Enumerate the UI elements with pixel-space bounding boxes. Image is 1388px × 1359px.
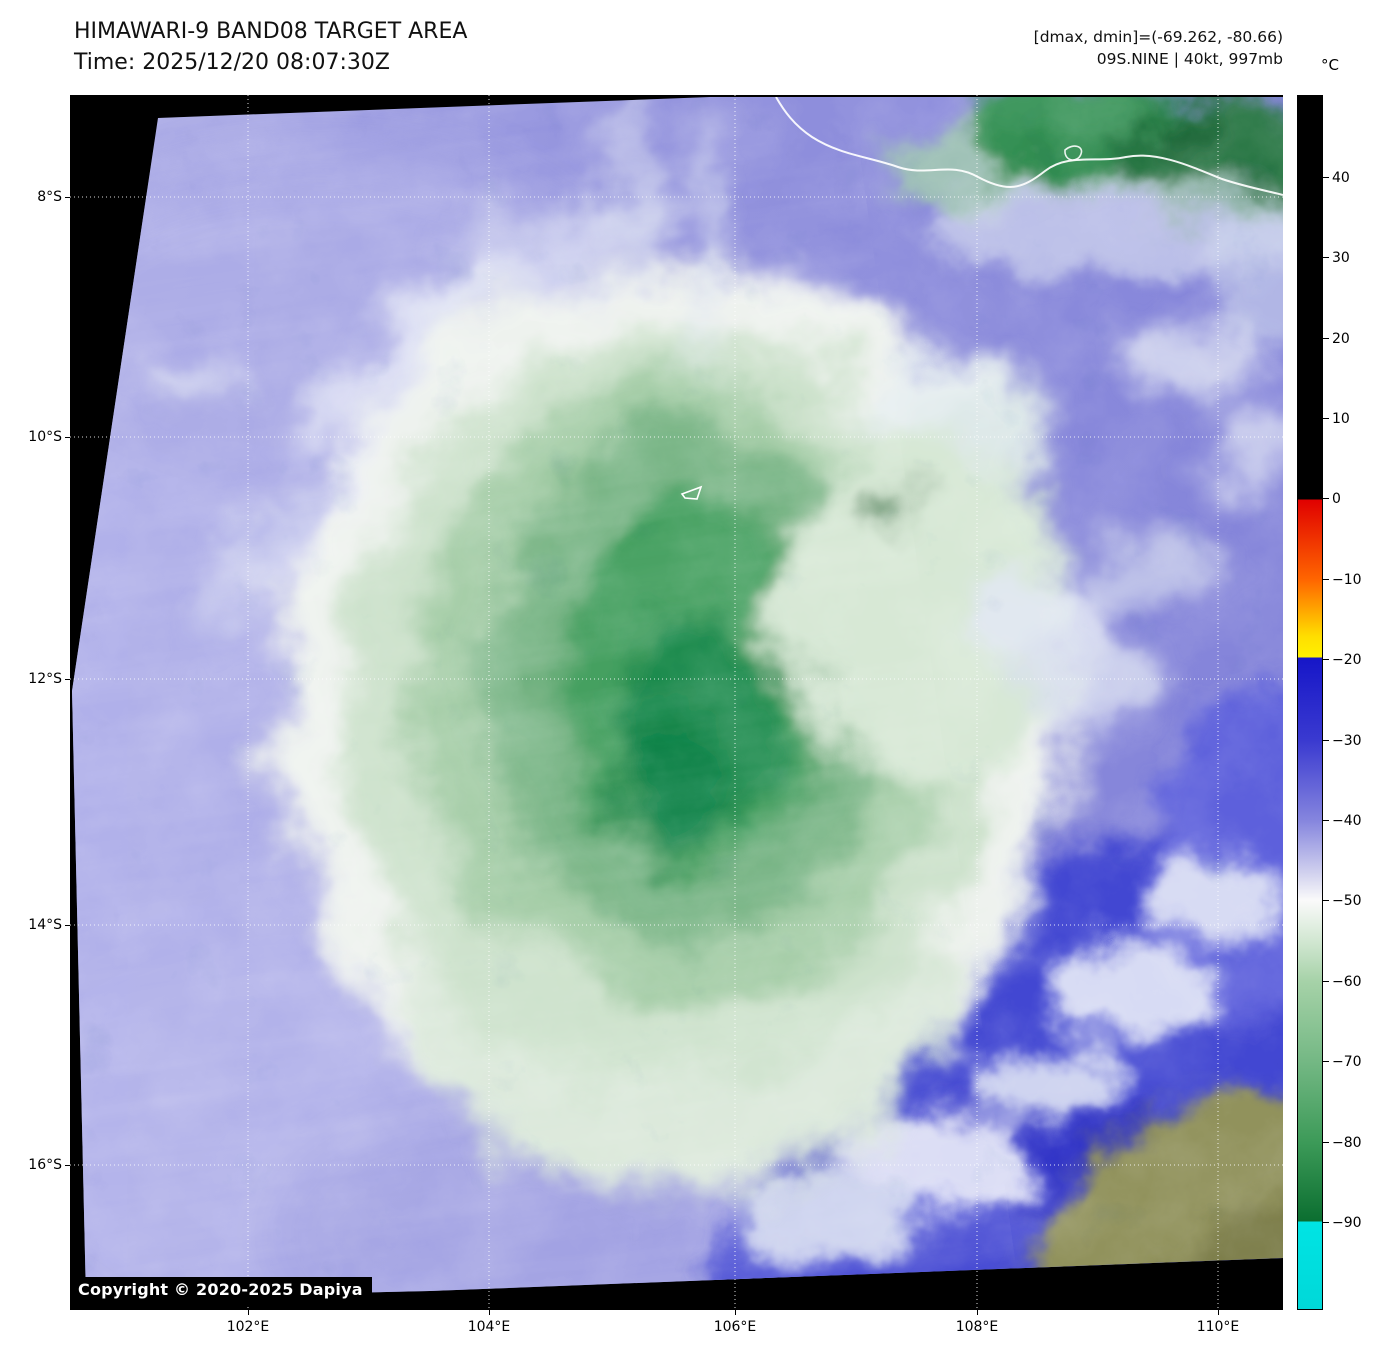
header-right: [dmax, dmin]=(-69.262, -80.66) 09S.NINE … [1034,26,1283,70]
storm-readout: 09S.NINE | 40kt, 997mb [1096,50,1283,68]
lon-tick-label: 108°E [942,1310,1012,1336]
colorbar-tick-label: −10 [1323,572,1362,588]
colorbar-tick-label: −30 [1323,733,1362,749]
coastline-islet [1064,145,1083,161]
shadow-grain-texture [72,97,1283,1299]
satellite-image [70,95,1283,1310]
lat-tick-label: 16°S [0,1156,70,1174]
colorbar: 40 30 20 10 0 −10 −20 −30 −40 −50 −60 −7… [1297,95,1388,1310]
header-left: HIMAWARI-9 BAND08 TARGET AREA Time: 2025… [74,16,467,78]
colorbar-tick-label: 0 [1323,491,1341,507]
colorbar-tick-label: −80 [1323,1135,1362,1151]
lon-axis: 102°E 104°E 106°E 108°E 110°E [70,1310,1283,1344]
colorbar-unit-label: °C [1321,56,1339,74]
colorbar-tick-label: 10 [1323,411,1350,427]
colorbar-tick-label: −90 [1323,1215,1362,1231]
satellite-map: Copyright © 2020-2025 Dapiya [70,95,1283,1310]
satellite-swath [72,97,1283,1299]
colorbar-tick-label: −50 [1323,893,1362,909]
lat-tick-label: 12°S [0,670,70,688]
latlon-grid [70,95,1283,1310]
lat-axis: 8°S 10°S 12°S 14°S 16°S [0,95,70,1310]
colorbar-gradient [1297,95,1323,1310]
lat-tick-label: 14°S [0,916,70,934]
storm-center-icon [680,485,703,500]
dmax-dmin-readout: [dmax, dmin]=(-69.262, -80.66) [1033,28,1283,46]
colorbar-tick-label: 20 [1323,331,1350,347]
colorbar-tick-label: 40 [1323,170,1350,186]
colorbar-tick-label: −40 [1323,813,1362,829]
lon-tick-label: 102°E [213,1310,283,1336]
plot-timestamp: Time: 2025/12/20 08:07:30Z [74,50,390,75]
colorbar-tick-label: 30 [1323,250,1350,266]
colorbar-tick-label: −70 [1323,1054,1362,1070]
lon-tick-label: 110°E [1183,1310,1253,1336]
colorbar-tick-label: −20 [1323,652,1362,668]
lon-tick-label: 106°E [700,1310,770,1336]
java-coastline [775,97,1283,196]
lon-tick-label: 104°E [454,1310,524,1336]
lat-tick-label: 10°S [0,428,70,446]
colorbar-tick-label: −60 [1323,974,1362,990]
copyright-label: Copyright © 2020-2025 Dapiya [71,1277,372,1304]
plot-title: HIMAWARI-9 BAND08 TARGET AREA [74,19,468,44]
lat-tick-label: 8°S [0,188,70,206]
